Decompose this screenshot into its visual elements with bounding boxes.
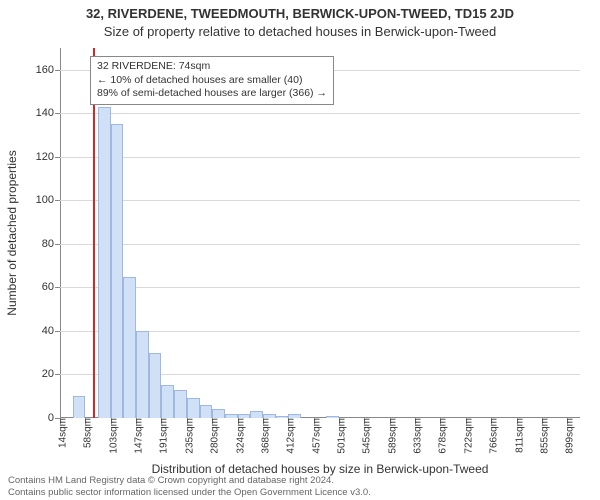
footer-line1: Contains HM Land Registry data © Crown c… (8, 475, 371, 486)
ytick-label: 40 (42, 325, 60, 337)
title-subtitle: Size of property relative to detached ho… (0, 24, 600, 39)
ytick-label: 140 (36, 107, 60, 119)
xtick-label: 855sqm (533, 418, 550, 454)
xtick-label: 766sqm (483, 418, 500, 454)
xtick-label: 191sqm (153, 418, 170, 454)
histogram-bar (111, 124, 124, 418)
annotation-line1: 32 RIVERDENE: 74sqm (97, 60, 327, 74)
xtick-label: 412sqm (280, 418, 297, 454)
ytick-label: 60 (42, 281, 60, 293)
xtick-label: 899sqm (559, 418, 576, 454)
xtick-label: 58sqm (77, 418, 94, 448)
ytick-label: 160 (36, 64, 60, 76)
gridline (60, 244, 580, 245)
xtick-label: 280sqm (204, 418, 221, 454)
xtick-label: 103sqm (102, 418, 119, 454)
gridline (60, 200, 580, 201)
xtick-label: 324sqm (229, 418, 246, 454)
xtick-label: 14sqm (52, 418, 69, 448)
x-axis-label: Distribution of detached houses by size … (60, 462, 580, 476)
xtick-label: 368sqm (254, 418, 271, 454)
chart-plot-area: 02040608010012014016014sqm58sqm103sqm147… (60, 48, 580, 418)
ytick-label: 100 (36, 194, 60, 206)
footer-attribution: Contains HM Land Registry data © Crown c… (8, 475, 371, 498)
xtick-label: 235sqm (178, 418, 195, 454)
gridline (60, 113, 580, 114)
histogram-bar (174, 390, 187, 418)
xtick-label: 722sqm (457, 418, 474, 454)
histogram-bar (161, 385, 174, 418)
xtick-label: 457sqm (305, 418, 322, 454)
xtick-label: 678sqm (432, 418, 449, 454)
y-axis-label: Number of detached properties (5, 150, 19, 315)
histogram-bar (149, 353, 162, 418)
histogram-bar (136, 331, 149, 418)
xtick-label: 633sqm (407, 418, 424, 454)
annotation-line3: 89% of semi-detached houses are larger (… (97, 87, 327, 101)
histogram-bar (123, 277, 136, 418)
title-address: 32, RIVERDENE, TWEEDMOUTH, BERWICK-UPON-… (0, 6, 600, 21)
xtick-label: 545sqm (356, 418, 373, 454)
ytick-label: 120 (36, 151, 60, 163)
histogram-bar (187, 398, 200, 418)
footer-line2: Contains public sector information licen… (8, 487, 371, 498)
histogram-bar (200, 405, 213, 418)
xtick-label: 147sqm (128, 418, 145, 454)
xtick-label: 589sqm (381, 418, 398, 454)
histogram-bar (98, 107, 111, 418)
ytick-label: 80 (42, 238, 60, 250)
ytick-label: 20 (42, 368, 60, 380)
histogram-bar (212, 409, 225, 418)
xtick-label: 501sqm (331, 418, 348, 454)
histogram-bar (73, 396, 86, 418)
figure-container: 32, RIVERDENE, TWEEDMOUTH, BERWICK-UPON-… (0, 0, 600, 500)
annotation-box: 32 RIVERDENE: 74sqm ← 10% of detached ho… (90, 56, 334, 105)
gridline (60, 157, 580, 158)
gridline (60, 287, 580, 288)
xtick-label: 811sqm (508, 418, 525, 453)
annotation-line2: ← 10% of detached houses are smaller (40… (97, 74, 327, 88)
